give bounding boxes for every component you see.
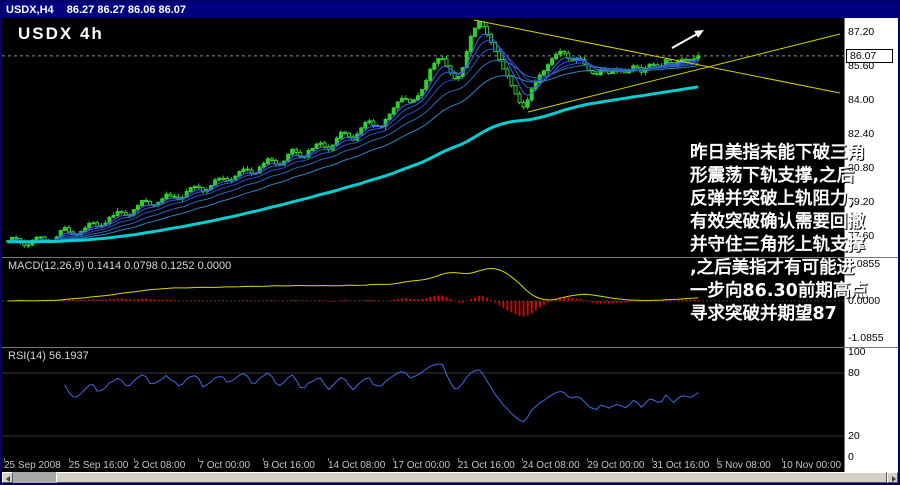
time-label: 21 Oct 16:00 (457, 460, 515, 471)
titlebar-symbol: USDX,H4 (6, 4, 54, 16)
time-tick (716, 458, 718, 461)
price-label: 80.80 (848, 161, 875, 174)
price-label: 84.00 (848, 93, 875, 106)
pane-divider-rsi[interactable] (2, 347, 898, 348)
time-tick (263, 458, 265, 461)
time-label: 25 Sep 16:00 (68, 460, 129, 471)
symbol-watermark: USDX 4h (18, 24, 104, 43)
left-arrow-icon (6, 476, 10, 482)
price-scale-divider (844, 18, 845, 472)
rsi-level-lines (2, 372, 844, 437)
analysis-annotation: 昨日美指未能下破三角 形震荡下轨支撑,之后 反弹并突破上轨阻力, 有效突破确认需… (690, 142, 872, 326)
annotation-line: 昨日美指未能下破三角 (690, 143, 865, 163)
time-label: 25 Sep 2008 (4, 460, 61, 471)
trendlines[interactable] (473, 19, 841, 113)
time-label: 2 Oct 08:00 (133, 460, 186, 471)
annotation-line: 反弹并突破上轨阻力, (690, 189, 855, 209)
time-tick (587, 458, 589, 461)
macd-histogram (11, 295, 700, 317)
window-titlebar[interactable]: USDX,H4 86.27 86.27 86.06 86.07 (2, 2, 898, 18)
time-tick (198, 458, 200, 461)
scrollbar-left-button[interactable] (2, 472, 13, 483)
time-tick (457, 458, 459, 461)
time-tick (392, 458, 394, 461)
price-label: 82.40 (848, 127, 875, 140)
annotation-line: 一步向86.30前期高点 (690, 281, 868, 301)
time-tick (781, 458, 783, 461)
time-label: 14 Oct 08:00 (328, 460, 386, 471)
price-label: 87.20 (848, 25, 875, 38)
scrollbar-thumb[interactable] (56, 472, 887, 483)
time-label: 24 Oct 08:00 (522, 460, 580, 471)
time-label: 10 Nov 00:00 (781, 460, 842, 471)
macd-signal-line (7, 267, 699, 302)
macd-indicator-label: MACD(12,26,9) 0.1414 0.0798 0.1252 0.000… (8, 260, 232, 272)
time-label: 7 Oct 00:00 (198, 460, 251, 471)
time-label: 31 Oct 16:00 (652, 460, 710, 471)
macd-histogram-deep (526, 301, 541, 307)
rsi-indicator-label: RSI(14) 56.1937 (8, 350, 89, 362)
scrollbar-right-button[interactable] (887, 472, 898, 483)
candles-layer (6, 20, 701, 249)
breakout-arrow[interactable] (671, 30, 704, 49)
price-label: 0 (848, 451, 854, 463)
current-price-tag: 86.07 (846, 48, 893, 63)
time-tick (133, 458, 135, 461)
titlebar-quotes: 86.27 86.27 86.06 86.07 (66, 4, 187, 16)
pane-divider-macd[interactable] (2, 257, 898, 258)
annotation-line: 形震荡下轨支撑,之后 (690, 166, 855, 186)
price-label: 80 (848, 367, 860, 379)
horizontal-scrollbar[interactable] (2, 472, 898, 483)
annotation-line: ,之后美指才有可能进 (690, 258, 855, 278)
price-label: 100 (848, 346, 866, 358)
time-axis[interactable]: 25 Sep 2008 25 Sep 16:00 2 Oct 08:00 7 Oct … (2, 458, 844, 472)
time-label: 9 Oct 16:00 (263, 460, 315, 471)
price-label: 77.60 (848, 229, 875, 242)
time-tick (522, 458, 524, 461)
ma-ribbon (7, 33, 699, 244)
time-tick (4, 458, 5, 461)
annotation-line: 有效突破确认需要回撤 (690, 212, 865, 232)
time-label: 29 Oct 00:00 (587, 460, 645, 471)
rsi-line (64, 363, 699, 423)
time-label: 5 Nov 08:00 (716, 460, 771, 471)
price-label: 20 (848, 430, 860, 442)
time-tick (68, 458, 70, 461)
price-label: -1.0855 (848, 331, 884, 344)
chart-canvas[interactable] (2, 18, 844, 458)
time-label: 17 Oct 00:00 (392, 460, 451, 471)
right-arrow-icon (892, 476, 896, 482)
time-tick (652, 458, 653, 461)
price-label: 1.0855 (848, 258, 881, 271)
annotation-line: 寻求突破并期望87 (690, 304, 837, 324)
time-tick (328, 458, 329, 461)
price-label: 0.0000 (848, 295, 881, 307)
price-label: 79.20 (848, 195, 875, 208)
annotation-line: 并守住三角形上轨支撑 (690, 235, 865, 255)
price-scale[interactable]: 86.07 87.20 85.60 84.00 82.40 80.80 79.20 77.6… (845, 18, 898, 472)
